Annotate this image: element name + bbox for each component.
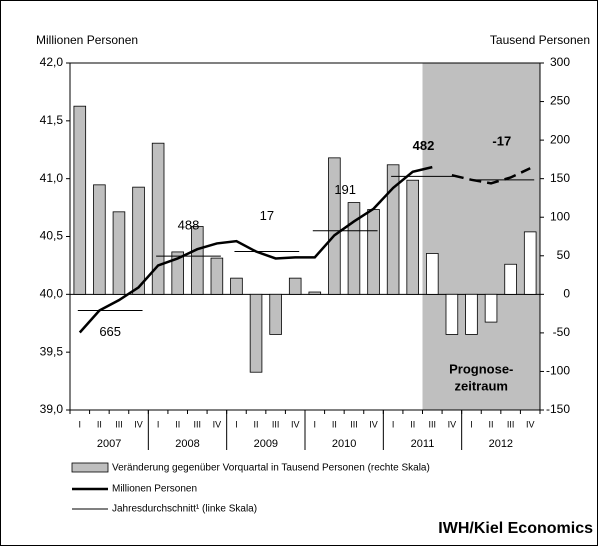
x-tick-label: II [175,419,180,429]
y2-tick-label: -150 [546,402,570,416]
bar [347,202,361,295]
y-tick-label: 41,5 [40,113,64,127]
y2-tick-label: -50 [553,325,571,339]
x-tick-label: IV [369,419,378,429]
annual-label: 17 [260,208,274,223]
bar [328,157,341,295]
bar [210,257,224,295]
y2-tick-label: 100 [550,209,570,223]
x-tick-label: II [410,419,415,429]
bar [151,142,165,295]
x-tick-label: II [97,419,102,429]
right-axis-title: Tausend Personen [490,33,590,47]
x-tick-label: I [235,419,238,429]
x-tick-label: III [350,419,358,429]
x-tick-label: II [332,419,337,429]
bar [73,105,87,295]
y-tick-label: 41,0 [40,171,64,185]
bar [93,184,106,295]
bar [288,277,302,295]
forecast-label: zeitraum [455,378,508,393]
forecast-region [422,63,540,410]
bar [367,209,380,295]
bar [386,164,400,295]
legend-swatch [71,462,109,473]
left-axis-title: Millionen Personen [36,33,138,47]
y2-tick-label: 250 [550,94,570,108]
bar [465,293,478,335]
x-tick-label: III [115,419,123,429]
y-tick-label: 40,0 [40,287,64,301]
x-tick-label: II [489,419,494,429]
x-tick-label: III [429,419,437,429]
bar [523,231,537,295]
y2-tick-label: -100 [546,364,570,378]
bar [308,291,322,295]
bar [191,226,204,295]
x-tick-label: I [79,419,82,429]
x-tick-label: I [157,419,160,429]
x-tick-label: III [194,419,202,429]
bar [504,263,517,295]
x-tick-label: I [470,419,473,429]
x-tick-label: IV [526,419,535,429]
x-tick-label: IV [448,419,457,429]
y2-tick-label: 300 [550,55,570,69]
bar [445,293,459,335]
legend-label: Jahresdurchschnitt¹ (linke Skala) [112,504,257,515]
year-label: 2012 [489,438,513,450]
annual-label: -17 [492,133,511,148]
bar [249,293,263,373]
annual-label: 191 [334,182,356,197]
bar [171,251,184,295]
y2-tick-label: 0 [563,287,570,301]
y2-tick-label: 150 [550,171,570,185]
y-tick-label: 39,0 [40,402,64,416]
bar [132,186,145,295]
annual-label: 482 [413,138,435,153]
x-tick-label: III [507,419,515,429]
bar [406,179,419,295]
x-tick-label: II [254,419,259,429]
year-label: 2009 [254,438,278,450]
y-tick-label: 39,5 [40,344,64,358]
y2-tick-label: 50 [557,248,571,262]
y-tick-label: 40,5 [40,229,64,243]
annual-label: 665 [99,324,121,339]
bar [426,253,439,295]
x-tick-label: I [314,419,317,429]
legend-label: Veränderung gegenüber Vorquartal in Taus… [112,463,430,474]
y-tick-label: 42,0 [40,55,64,69]
year-label: 2010 [332,438,356,450]
bar [484,293,498,323]
x-tick-label: IV [213,419,222,429]
year-label: 2008 [175,438,199,450]
annual-label: 488 [178,218,200,233]
y2-tick-label: 200 [550,132,570,146]
year-label: 2011 [411,438,435,450]
bar [269,293,282,335]
legend-label: Millionen Personen [112,484,197,495]
bar [230,277,243,295]
x-tick-label: IV [134,419,143,429]
source: IWH/Kiel Economics [438,520,593,537]
x-tick-label: IV [291,419,300,429]
year-label: 2007 [97,438,121,450]
line [451,167,531,185]
forecast-label: Prognose- [449,361,513,376]
x-tick-label: I [392,419,395,429]
bar [112,211,126,295]
x-tick-label: III [272,419,280,429]
